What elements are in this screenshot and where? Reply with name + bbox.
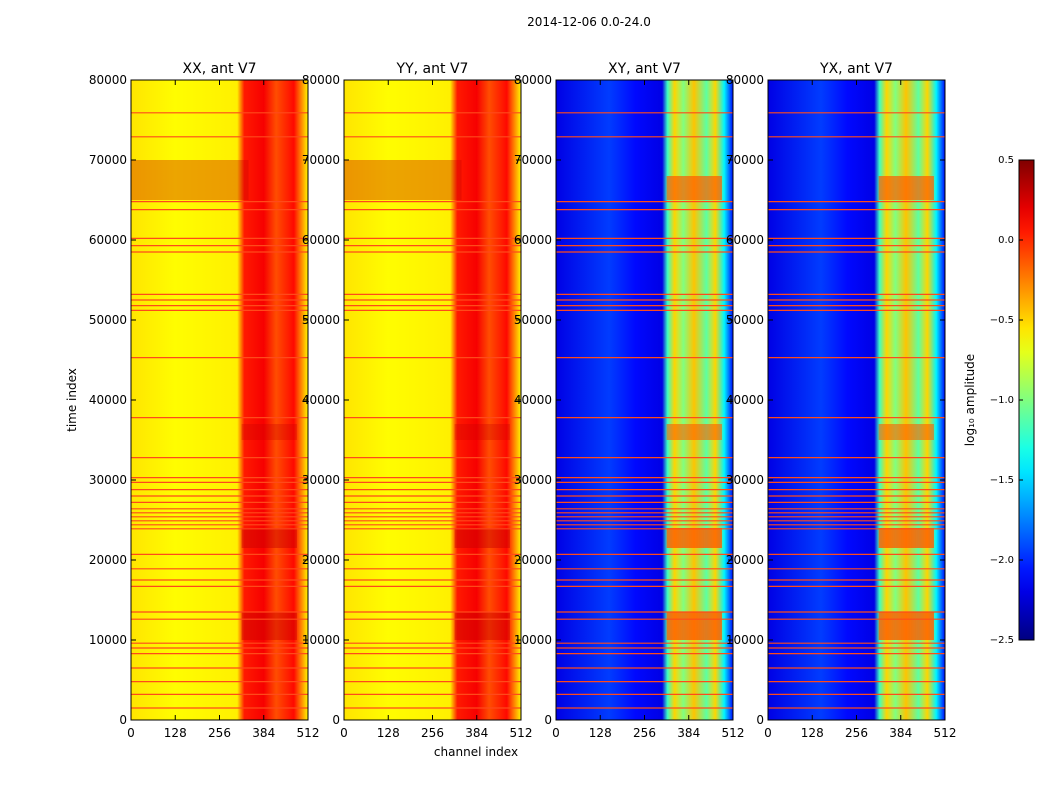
y-tick-label: 40000 (726, 393, 764, 407)
amplitude-band (344, 160, 462, 200)
y-tick-label: 60000 (302, 233, 340, 247)
y-tick-label: 0 (332, 713, 340, 727)
x-tick-label: 384 (252, 726, 275, 740)
amplitude-band (454, 424, 510, 440)
panel-1: XX, ant V7 0 128 256 384 512 0 10000 20000 30000 4… (89, 61, 320, 740)
y-tick-label: 30000 (89, 473, 127, 487)
colorbar-label: log₁₀ amplitude (963, 354, 977, 446)
amplitude-band (454, 612, 510, 640)
x-tick-label: 256 (845, 726, 868, 740)
heatmap-panels: XX, ant V7 0 128 256 384 512 0 10000 20000 30000 4… (89, 61, 957, 740)
amplitude-band (878, 424, 934, 440)
y-tick-label: 40000 (89, 393, 127, 407)
panel-title: YY, ant V7 (396, 61, 469, 77)
x-tick-label: 384 (677, 726, 700, 740)
y-axis-label: time index (65, 368, 79, 432)
x-tick-label: 128 (164, 726, 187, 740)
x-tick-label: 256 (208, 726, 231, 740)
panel-title: XX, ant V7 (183, 61, 257, 77)
colorbar-tick-label: −2.0 (990, 555, 1014, 566)
x-tick-label: 384 (465, 726, 488, 740)
panel-4: YX, ant V7 0 128 256 384 512 0 10000 20000 30000 4… (726, 61, 957, 740)
heatmap-background (344, 80, 521, 720)
x-tick-label: 256 (421, 726, 444, 740)
figure-suptitle: 2014-12-06 0.0-24.0 (527, 15, 651, 29)
colorbar-tick-label: 0.0 (998, 235, 1014, 246)
amplitude-band (666, 424, 722, 440)
amplitude-band (454, 528, 510, 548)
colorbar-tick-label: −1.0 (990, 395, 1014, 406)
x-tick-label: 512 (722, 726, 745, 740)
amplitude-band (666, 612, 722, 640)
colorbar-tick-label: −1.5 (990, 475, 1014, 486)
y-tick-label: 30000 (302, 473, 340, 487)
amplitude-band (241, 612, 297, 640)
colorbar-tick-label: −0.5 (990, 315, 1014, 326)
y-tick-label: 80000 (89, 73, 127, 87)
y-tick-label: 80000 (726, 73, 764, 87)
x-tick-label: 512 (934, 726, 957, 740)
amplitude-band (878, 612, 934, 640)
panel-title: YX, ant V7 (819, 61, 893, 77)
y-tick-label: 70000 (302, 153, 340, 167)
y-tick-label: 50000 (89, 313, 127, 327)
amplitude-band (666, 528, 722, 548)
x-tick-label: 512 (297, 726, 320, 740)
amplitude-band (878, 528, 934, 548)
y-tick-label: 60000 (514, 233, 552, 247)
y-tick-label: 0 (119, 713, 127, 727)
x-tick-label: 256 (633, 726, 656, 740)
y-tick-label: 70000 (89, 153, 127, 167)
y-tick-label: 30000 (514, 473, 552, 487)
y-tick-label: 20000 (302, 553, 340, 567)
amplitude-band (241, 528, 297, 548)
y-tick-label: 40000 (514, 393, 552, 407)
x-tick-label: 0 (552, 726, 560, 740)
y-tick-label: 60000 (726, 233, 764, 247)
x-tick-label: 384 (889, 726, 912, 740)
amplitude-band (131, 160, 249, 200)
colorbar: 0.5 0.0 −0.5 −1.0 −1.5 −2.0 −2.5 (990, 155, 1035, 646)
y-tick-label: 20000 (514, 553, 552, 567)
y-tick-label: 50000 (302, 313, 340, 327)
y-tick-label: 20000 (89, 553, 127, 567)
x-tick-label: 128 (589, 726, 612, 740)
x-tick-label: 0 (340, 726, 348, 740)
y-tick-label: 10000 (89, 633, 127, 647)
x-tick-label: 512 (510, 726, 533, 740)
y-tick-label: 50000 (726, 313, 764, 327)
y-tick-label: 0 (544, 713, 552, 727)
y-tick-label: 30000 (726, 473, 764, 487)
x-tick-label: 0 (764, 726, 772, 740)
colorbar-tick-label: 0.5 (998, 155, 1014, 166)
heatmap-background (131, 80, 308, 720)
panel-title: XY, ant V7 (608, 61, 681, 77)
y-tick-label: 70000 (514, 153, 552, 167)
x-axis-label: channel index (434, 745, 518, 759)
y-tick-label: 10000 (726, 633, 764, 647)
amplitude-band (878, 176, 934, 200)
y-tick-label: 80000 (514, 73, 552, 87)
y-tick-label: 10000 (302, 633, 340, 647)
panel-2: YY, ant V7 0 128 256 384 512 0 10000 20000 30000 4… (302, 61, 533, 740)
y-tick-label: 20000 (726, 553, 764, 567)
y-tick-label: 40000 (302, 393, 340, 407)
y-tick-label: 70000 (726, 153, 764, 167)
panel-3: XY, ant V7 0 128 256 384 512 0 10000 20000 30000 4… (514, 61, 745, 740)
x-tick-label: 128 (801, 726, 824, 740)
colorbar-tick-label: −2.5 (990, 635, 1014, 646)
x-tick-label: 128 (377, 726, 400, 740)
x-tick-label: 0 (127, 726, 135, 740)
amplitude-band (666, 176, 722, 200)
amplitude-band (241, 424, 297, 440)
y-tick-label: 10000 (514, 633, 552, 647)
y-tick-label: 60000 (89, 233, 127, 247)
y-tick-label: 50000 (514, 313, 552, 327)
y-tick-label: 80000 (302, 73, 340, 87)
y-tick-label: 0 (756, 713, 764, 727)
